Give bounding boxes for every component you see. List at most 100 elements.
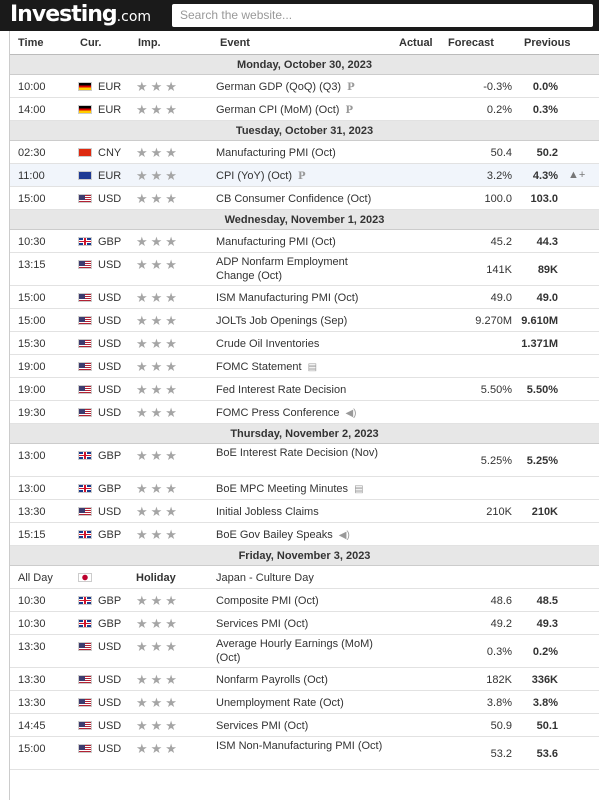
event-name[interactable]: Initial Jobless Claims	[216, 506, 319, 518]
table-row[interactable]: 15:00 USD ★★★ JOLTs Job Openings (Sep) 9.270…	[10, 309, 599, 332]
event-name-cell[interactable]: German GDP (QoQ) (Q3) P	[216, 81, 386, 93]
flag-eu-icon	[78, 171, 92, 180]
event-name[interactable]: Fed Interest Rate Decision	[216, 384, 347, 396]
table-row[interactable]: 15:00 USD ★★★ ISM Non-Manufacturing PMI (Oc…	[10, 737, 599, 770]
table-row[interactable]: 15:00 USD ★★★ ISM Manufacturing PMI (Oct) 49…	[10, 286, 599, 309]
event-name[interactable]: FOMC Statement	[216, 361, 302, 373]
event-name[interactable]: ADP Nonfarm Employment Change (Oct)	[216, 256, 348, 282]
event-name[interactable]: Unemployment Rate (Oct)	[216, 697, 344, 709]
table-row[interactable]: 14:00 EUR ★★★ German CPI (MoM) (Oct) P 0.2% 0.…	[10, 98, 599, 121]
table-row[interactable]: All Day Holiday Japan - Culture Day	[10, 566, 599, 589]
event-name[interactable]: Services PMI (Oct)	[216, 720, 309, 732]
event-name-cell[interactable]: Fed Interest Rate Decision	[216, 384, 386, 396]
event-name[interactable]: ISM Manufacturing PMI (Oct)	[216, 292, 359, 304]
table-row[interactable]: 19:00 USD ★★★ FOMC Statement ▤	[10, 355, 599, 378]
event-name-cell[interactable]: ISM Manufacturing PMI (Oct)	[216, 292, 386, 304]
event-time: 15:15	[18, 529, 46, 541]
event-name[interactable]: Nonfarm Payrolls (Oct)	[216, 674, 328, 686]
table-row[interactable]: 13:30 USD ★★★ Unemployment Rate (Oct) 3.8% 3.…	[10, 691, 599, 714]
col-header-actual[interactable]: Actual	[399, 37, 433, 49]
event-name[interactable]: Manufacturing PMI (Oct)	[216, 147, 336, 159]
event-name-cell[interactable]: ISM Non-Manufacturing PMI (Oct)	[216, 739, 386, 753]
table-header: Time Cur. Imp. Event Actual Forecast Pre…	[10, 31, 599, 55]
event-name[interactable]: BoE Interest Rate Decision (Nov)	[216, 447, 379, 459]
event-name[interactable]: BoE MPC Meeting Minutes	[216, 483, 349, 495]
event-name-cell[interactable]: FOMC Statement ▤	[216, 361, 386, 373]
table-row[interactable]: 02:30 CNY ★★★ Manufacturing PMI (Oct) 50.4 50…	[10, 141, 599, 164]
flag-us-icon	[78, 675, 92, 684]
col-header-previous[interactable]: Previous	[524, 37, 571, 49]
table-row[interactable]: 15:00 USD ★★★ CB Consumer Confidence (Oct) 1…	[10, 187, 599, 210]
event-name-cell[interactable]: FOMC Press Conference ◀)	[216, 407, 386, 419]
investing-logo[interactable]: Investing.com	[10, 2, 151, 27]
event-name-cell[interactable]: Average Hourly Earnings (MoM) (Oct)	[216, 637, 386, 665]
event-name-cell[interactable]: BoE Interest Rate Decision (Nov)	[216, 446, 386, 460]
event-name-cell[interactable]: CB Consumer Confidence (Oct)	[216, 193, 386, 205]
event-name-cell[interactable]: Initial Jobless Claims	[216, 506, 386, 518]
table-row[interactable]: 13:30 USD ★★★ Initial Jobless Claims 210K 210…	[10, 500, 599, 523]
event-name[interactable]: JOLTs Job Openings (Sep)	[216, 315, 348, 327]
event-name[interactable]: Composite PMI (Oct)	[216, 595, 319, 607]
event-name-cell[interactable]: BoE MPC Meeting Minutes ▤	[216, 483, 386, 495]
speech-icon: ◀)	[338, 530, 350, 541]
event-name[interactable]: FOMC Press Conference	[216, 407, 340, 419]
table-row[interactable]: 13:00 GBP ★★★ BoE MPC Meeting Minutes ▤	[10, 477, 599, 500]
event-currency: USD	[98, 407, 122, 419]
event-name[interactable]: Services PMI (Oct)	[216, 618, 309, 630]
table-row[interactable]: 14:45 USD ★★★ Services PMI (Oct) 50.9 50.1	[10, 714, 599, 737]
table-row[interactable]: 10:30 GBP ★★★ Composite PMI (Oct) 48.6 48.5	[10, 589, 599, 612]
day-header: Monday, October 30, 2023	[10, 55, 599, 75]
event-name-cell[interactable]: JOLTs Job Openings (Sep)	[216, 315, 386, 327]
event-name[interactable]: Manufacturing PMI (Oct)	[216, 236, 336, 248]
col-header-currency[interactable]: Cur.	[80, 37, 102, 49]
table-row[interactable]: 10:30 GBP ★★★ Services PMI (Oct) 49.2 49.3	[10, 612, 599, 635]
table-row[interactable]: 15:30 USD ★★★ Crude Oil Inventories 1.371M	[10, 332, 599, 355]
preliminary-icon: P	[345, 105, 353, 116]
table-row[interactable]: 19:00 USD ★★★ Fed Interest Rate Decision 5.5…	[10, 378, 599, 401]
event-name-cell[interactable]: Manufacturing PMI (Oct)	[216, 236, 386, 248]
table-row[interactable]: 13:30 USD ★★★ Nonfarm Payrolls (Oct) 182K 336…	[10, 668, 599, 691]
event-name-cell[interactable]: Manufacturing PMI (Oct)	[216, 147, 386, 159]
event-name-cell[interactable]: Unemployment Rate (Oct)	[216, 697, 386, 709]
event-name-cell[interactable]: German CPI (MoM) (Oct) P	[216, 104, 386, 116]
table-row[interactable]: 13:15 USD ★★★ ADP Nonfarm Employment Change…	[10, 253, 599, 286]
event-name[interactable]: Japan - Culture Day	[216, 572, 314, 584]
event-name-cell[interactable]: BoE Gov Bailey Speaks ◀)	[216, 529, 386, 541]
event-time: All Day	[18, 572, 53, 584]
table-row[interactable]: 19:30 USD ★★★ FOMC Press Conference ◀)	[10, 401, 599, 424]
event-name[interactable]: BoE Gov Bailey Speaks	[216, 529, 333, 541]
col-header-forecast[interactable]: Forecast	[448, 37, 494, 49]
event-name[interactable]: ISM Non-Manufacturing PMI (Oct)	[216, 740, 383, 752]
table-row[interactable]: 15:15 GBP ★★★ BoE Gov Bailey Speaks ◀)	[10, 523, 599, 546]
event-name-cell[interactable]: Composite PMI (Oct)	[216, 595, 386, 607]
event-name-cell[interactable]: ADP Nonfarm Employment Change (Oct)	[216, 255, 386, 283]
event-forecast: 3.8%	[486, 697, 512, 709]
col-header-event[interactable]: Event	[220, 37, 250, 49]
event-name[interactable]: CB Consumer Confidence (Oct)	[216, 193, 372, 205]
event-name[interactable]: Average Hourly Earnings (MoM) (Oct)	[216, 638, 373, 664]
event-name-cell[interactable]: Nonfarm Payrolls (Oct)	[216, 674, 386, 686]
event-name-cell[interactable]: Japan - Culture Day	[216, 572, 386, 584]
event-name-cell[interactable]: Services PMI (Oct)	[216, 618, 386, 630]
event-name[interactable]: German GDP (QoQ) (Q3)	[216, 81, 342, 93]
event-name[interactable]: German CPI (MoM) (Oct)	[216, 104, 340, 116]
event-name-cell[interactable]: Services PMI (Oct)	[216, 720, 386, 732]
col-header-importance[interactable]: Imp.	[138, 37, 161, 49]
add-alert-icon[interactable]: ▲+	[568, 169, 586, 181]
table-row[interactable]: 11:00 EUR ★★★ CPI (YoY) (Oct) P 3.2% 4.3% ▲+	[10, 164, 599, 187]
event-name-cell[interactable]: Crude Oil Inventories	[216, 338, 386, 350]
event-name-cell[interactable]: CPI (YoY) (Oct) P	[216, 170, 386, 182]
table-row[interactable]: 10:30 GBP ★★★ Manufacturing PMI (Oct) 45.2 44…	[10, 230, 599, 253]
event-forecast: 100.0	[484, 193, 512, 205]
event-name[interactable]: CPI (YoY) (Oct)	[216, 170, 292, 182]
event-time: 15:00	[18, 193, 46, 205]
col-header-time[interactable]: Time	[18, 37, 44, 49]
search-input[interactable]: Search the website...	[172, 4, 593, 27]
event-time: 13:30	[18, 641, 46, 653]
flag-de-icon	[78, 105, 92, 114]
table-row[interactable]: 13:00 GBP ★★★ BoE Interest Rate Decision (N…	[10, 444, 599, 477]
table-row[interactable]: 13:30 USD ★★★ Average Hourly Earnings (MoM)…	[10, 635, 599, 668]
table-row[interactable]: 10:00 EUR ★★★ German GDP (QoQ) (Q3) P -0.3% 0.…	[10, 75, 599, 98]
event-name[interactable]: Crude Oil Inventories	[216, 338, 320, 350]
event-currency: USD	[98, 292, 122, 304]
